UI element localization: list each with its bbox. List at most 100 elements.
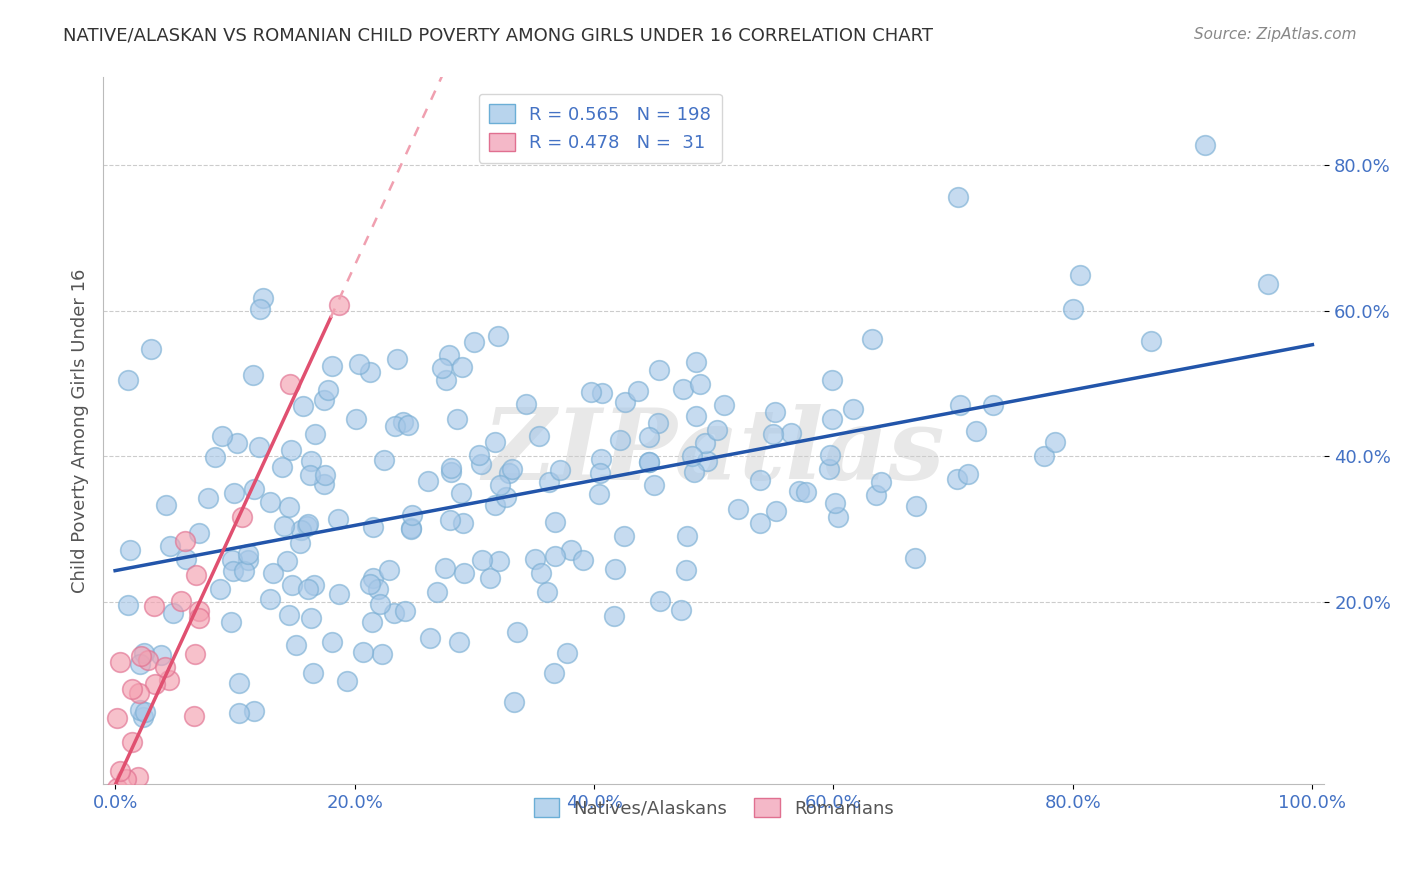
Point — [965, 424, 987, 438]
Point — [302, 665, 325, 680]
Point — [765, 503, 787, 517]
Point — [450, 486, 472, 500]
Point — [233, 565, 256, 579]
Point — [174, 534, 197, 549]
Point — [1140, 334, 1163, 348]
Point — [273, 518, 295, 533]
Point — [484, 434, 506, 449]
Point — [187, 526, 209, 541]
Point — [132, 710, 155, 724]
Point — [794, 485, 817, 500]
Text: NATIVE/ALASKAN VS ROMANIAN CHILD POVERTY AMONG GIRLS UNDER 16 CORRELATION CHART: NATIVE/ALASKAN VS ROMANIAN CHILD POVERTY… — [63, 27, 934, 45]
Point — [536, 585, 558, 599]
Point — [231, 510, 253, 524]
Point — [115, 772, 138, 787]
Point — [373, 453, 395, 467]
Point — [242, 368, 264, 382]
Point — [447, 635, 470, 649]
Point — [262, 566, 284, 580]
Point — [399, 521, 422, 535]
Point — [544, 549, 567, 564]
Point — [328, 298, 350, 312]
Point — [946, 472, 969, 486]
Point — [209, 582, 232, 597]
Point — [501, 462, 523, 476]
Point — [821, 374, 844, 388]
Point — [503, 695, 526, 709]
Point — [676, 529, 699, 543]
Point — [498, 466, 520, 480]
Point — [105, 781, 128, 796]
Point — [869, 475, 891, 490]
Point — [685, 354, 707, 368]
Point — [818, 462, 841, 476]
Point — [108, 655, 131, 669]
Point — [572, 553, 595, 567]
Point — [121, 682, 143, 697]
Point — [316, 383, 339, 397]
Point — [399, 522, 422, 536]
Point — [361, 571, 384, 585]
Point — [252, 292, 274, 306]
Point — [396, 418, 419, 433]
Point — [228, 706, 250, 721]
Point — [470, 457, 492, 471]
Point — [243, 483, 266, 497]
Point — [143, 676, 166, 690]
Y-axis label: Child Poverty Among Girls Under 16: Child Poverty Among Girls Under 16 — [72, 268, 89, 593]
Point — [378, 563, 401, 577]
Point — [312, 392, 335, 407]
Point — [277, 500, 299, 515]
Point — [434, 561, 457, 575]
Point — [247, 441, 270, 455]
Point — [243, 705, 266, 719]
Point — [155, 499, 177, 513]
Point — [368, 597, 391, 611]
Point — [827, 509, 849, 524]
Point — [117, 598, 139, 612]
Point — [219, 615, 242, 630]
Point — [419, 631, 441, 645]
Point — [591, 385, 613, 400]
Point — [170, 594, 193, 608]
Point — [548, 463, 571, 477]
Point — [605, 562, 627, 576]
Point — [290, 523, 312, 537]
Point — [638, 455, 661, 469]
Point — [613, 529, 636, 543]
Point — [484, 499, 506, 513]
Point — [299, 468, 322, 483]
Point — [544, 515, 567, 529]
Point — [647, 416, 669, 430]
Text: ZIPatlas: ZIPatlas — [482, 404, 945, 500]
Point — [946, 190, 969, 204]
Point — [949, 398, 972, 412]
Point — [527, 429, 550, 443]
Point — [675, 563, 697, 577]
Point — [486, 329, 509, 343]
Point — [671, 603, 693, 617]
Point — [453, 516, 475, 530]
Point — [292, 400, 315, 414]
Point — [186, 567, 208, 582]
Point — [153, 660, 176, 674]
Point — [108, 829, 131, 843]
Point — [905, 499, 928, 513]
Point — [249, 301, 271, 316]
Point — [432, 360, 454, 375]
Point — [221, 553, 243, 567]
Point — [328, 512, 350, 526]
Point — [418, 474, 440, 488]
Point — [184, 647, 207, 661]
Point — [523, 552, 546, 566]
Point — [682, 465, 704, 479]
Point — [1257, 277, 1279, 292]
Point — [685, 409, 707, 424]
Point — [537, 475, 560, 490]
Point — [142, 599, 165, 613]
Point — [471, 552, 494, 566]
Point — [1062, 301, 1084, 316]
Point — [290, 536, 312, 550]
Point — [627, 384, 650, 398]
Point — [149, 648, 172, 663]
